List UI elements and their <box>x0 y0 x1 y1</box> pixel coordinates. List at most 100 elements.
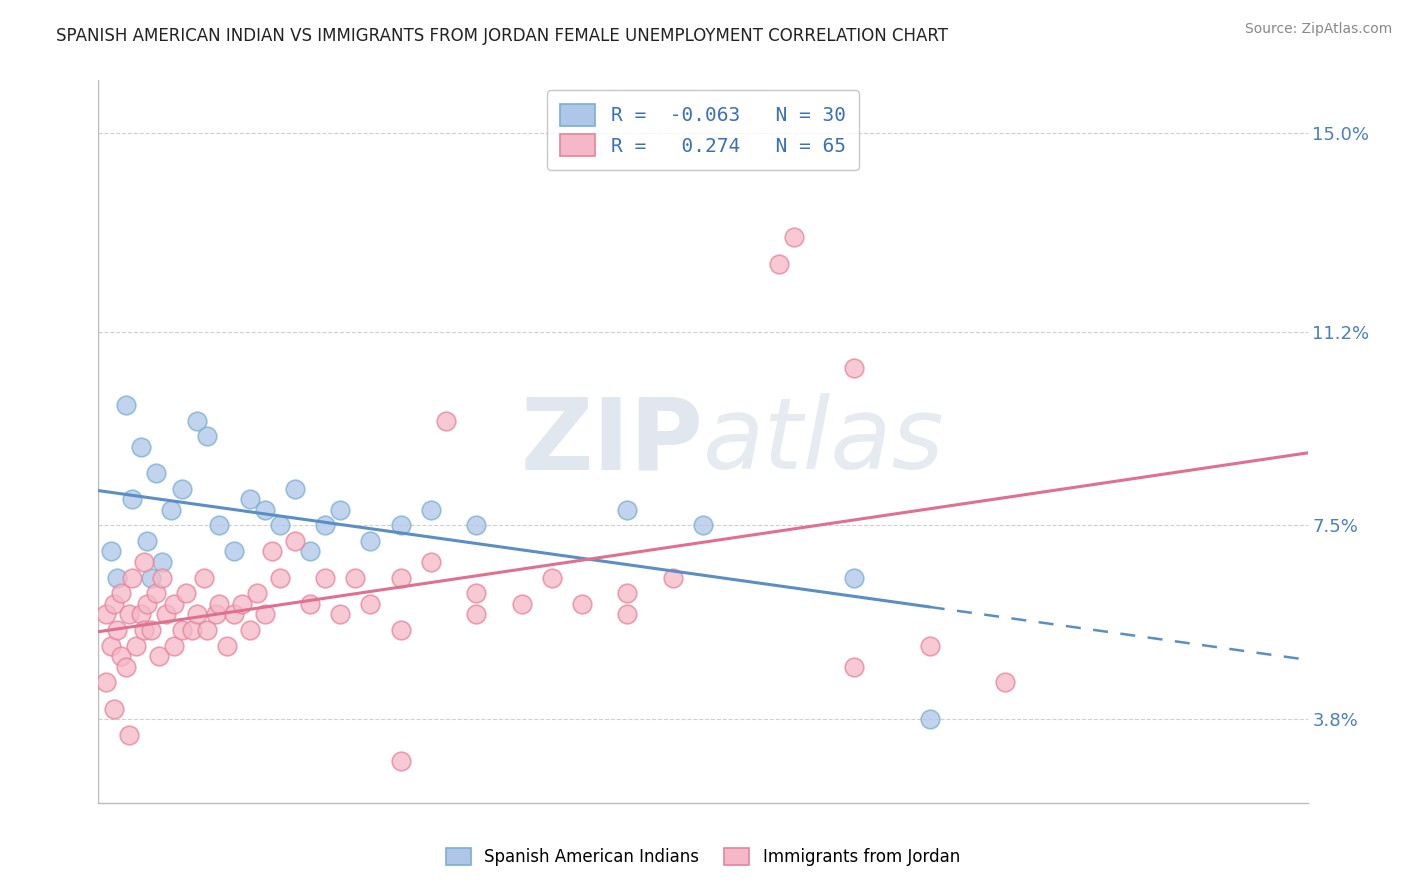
Point <box>692 518 714 533</box>
Point <box>208 597 231 611</box>
Point <box>155 607 177 622</box>
Point <box>284 482 307 496</box>
Point <box>246 586 269 600</box>
Point <box>132 623 155 637</box>
Point <box>994 675 1017 690</box>
Point <box>94 607 117 622</box>
Point <box>181 623 204 637</box>
Point <box>121 571 143 585</box>
Point <box>299 597 322 611</box>
Point <box>844 361 866 376</box>
Point <box>239 623 262 637</box>
Point <box>314 518 336 533</box>
Point <box>132 555 155 569</box>
Point <box>110 649 132 664</box>
Point <box>389 518 412 533</box>
Point <box>253 502 276 516</box>
Point <box>145 466 167 480</box>
Point <box>253 607 276 622</box>
Text: atlas: atlas <box>703 393 945 490</box>
Point <box>100 639 122 653</box>
Point <box>103 701 125 715</box>
Point <box>314 571 336 585</box>
Point <box>661 571 683 585</box>
Point <box>129 607 152 622</box>
Point <box>114 398 136 412</box>
Point <box>239 492 262 507</box>
Point <box>329 607 352 622</box>
Point <box>118 607 141 622</box>
Point <box>389 754 412 768</box>
Point <box>135 597 157 611</box>
Point <box>148 649 170 664</box>
Point <box>389 623 412 637</box>
Point <box>616 586 638 600</box>
Point <box>150 555 173 569</box>
Point <box>510 597 533 611</box>
Point <box>105 571 128 585</box>
Legend: Spanish American Indians, Immigrants from Jordan: Spanish American Indians, Immigrants fro… <box>437 840 969 875</box>
Point <box>208 518 231 533</box>
Point <box>105 623 128 637</box>
Point <box>918 712 941 726</box>
Point <box>465 607 488 622</box>
Point <box>186 414 208 428</box>
Point <box>110 586 132 600</box>
Point <box>299 544 322 558</box>
Point <box>224 607 246 622</box>
Point <box>160 502 183 516</box>
Point <box>163 597 186 611</box>
Point <box>170 623 193 637</box>
Point <box>141 623 163 637</box>
Text: SPANISH AMERICAN INDIAN VS IMMIGRANTS FROM JORDAN FEMALE UNEMPLOYMENT CORRELATIO: SPANISH AMERICAN INDIAN VS IMMIGRANTS FR… <box>56 27 948 45</box>
Text: ZIP: ZIP <box>520 393 703 490</box>
Point <box>118 728 141 742</box>
Point <box>918 639 941 653</box>
Point <box>103 597 125 611</box>
Point <box>125 639 148 653</box>
Point <box>389 571 412 585</box>
Text: Source: ZipAtlas.com: Source: ZipAtlas.com <box>1244 22 1392 37</box>
Point <box>94 675 117 690</box>
Point <box>844 659 866 673</box>
Point <box>141 571 163 585</box>
Point <box>768 256 790 270</box>
Point <box>114 659 136 673</box>
Point <box>170 482 193 496</box>
Point <box>844 571 866 585</box>
Point <box>186 607 208 622</box>
Point <box>195 429 218 443</box>
Point <box>616 502 638 516</box>
Point <box>465 586 488 600</box>
Point <box>215 639 238 653</box>
Point <box>205 607 228 622</box>
Point <box>571 597 593 611</box>
Point <box>782 230 804 244</box>
Point <box>193 571 215 585</box>
Point <box>163 639 186 653</box>
Point <box>540 571 562 585</box>
Point <box>129 440 152 454</box>
Point <box>121 492 143 507</box>
Point <box>174 586 197 600</box>
Point <box>135 534 157 549</box>
Point <box>420 502 443 516</box>
Point <box>420 555 443 569</box>
Point <box>145 586 167 600</box>
Point <box>284 534 307 549</box>
Point <box>616 607 638 622</box>
Point <box>262 544 284 558</box>
Point <box>329 502 352 516</box>
Point <box>224 544 246 558</box>
Point <box>360 597 382 611</box>
Point <box>231 597 253 611</box>
Point <box>100 544 122 558</box>
Point <box>360 534 382 549</box>
Point <box>465 518 488 533</box>
Legend: R =  -0.063   N = 30, R =   0.274   N = 65: R = -0.063 N = 30, R = 0.274 N = 65 <box>547 90 859 169</box>
Point <box>195 623 218 637</box>
Point <box>269 571 291 585</box>
Point <box>344 571 367 585</box>
Point <box>269 518 291 533</box>
Point <box>434 414 457 428</box>
